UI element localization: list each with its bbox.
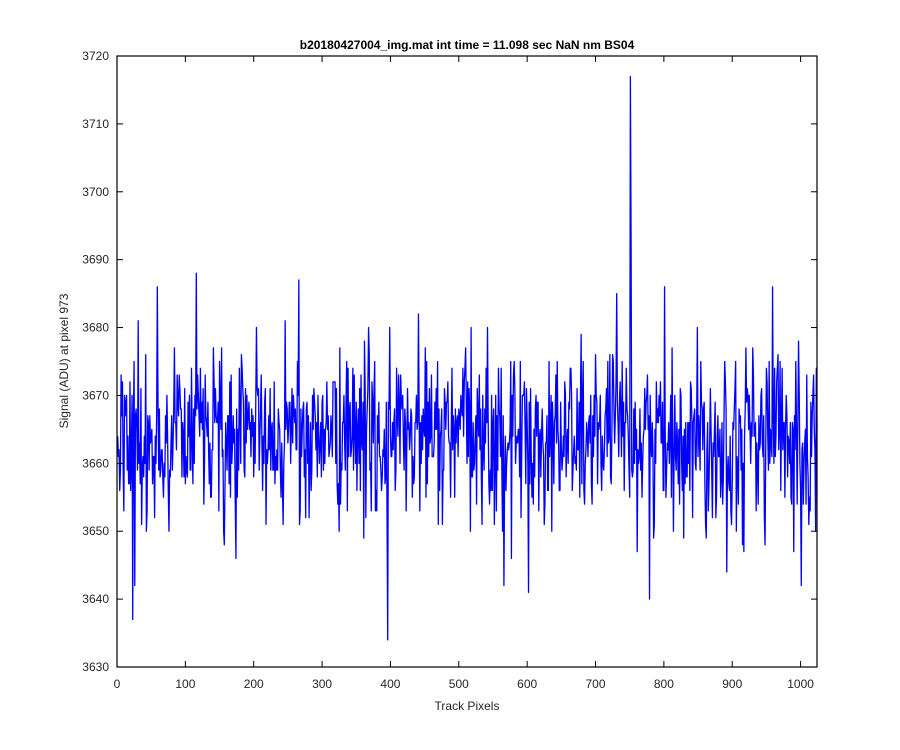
y-tick-label: 3720 (82, 49, 109, 63)
x-tick-label: 300 (312, 677, 332, 691)
plot-frame (116, 55, 818, 668)
y-tick-label: 3650 (82, 524, 109, 538)
x-tick-label: 0 (114, 677, 121, 691)
y-axis-label: Signal (ADU) at pixel 973 (57, 293, 71, 428)
x-tick-label: 400 (380, 677, 400, 691)
y-tick-label: 3660 (82, 456, 109, 470)
x-tick-label: 900 (722, 677, 742, 691)
x-tick-label: 1000 (787, 677, 814, 691)
x-tick-label: 200 (244, 677, 264, 691)
y-tick-label: 3630 (82, 660, 109, 674)
series-line (117, 75, 818, 641)
x-tick-label: 800 (654, 677, 674, 691)
y-tick-label: 3680 (82, 321, 109, 335)
y-axis: 3630 3640 3650 3660 3670 3680 3690 3700 3710 3720 (82, 49, 817, 674)
y-tick-label: 3670 (82, 388, 109, 402)
y-tick-label: 3690 (82, 253, 109, 267)
series-group (117, 75, 818, 641)
x-tick-label: 100 (175, 677, 195, 691)
chart-title: b20180427004_img.mat int time = 11.098 s… (300, 38, 635, 52)
x-axis-label: Track Pixels (435, 699, 500, 713)
x-axis: 0 100 200 300 400 500 600 700 800 900 1000 (114, 56, 814, 691)
x-tick-label: 500 (449, 677, 469, 691)
y-tick-label: 3700 (82, 185, 109, 199)
y-tick-label: 3710 (82, 117, 109, 131)
y-tick-label: 3640 (82, 592, 109, 606)
x-tick-label: 700 (586, 677, 606, 691)
x-tick-label: 600 (517, 677, 537, 691)
